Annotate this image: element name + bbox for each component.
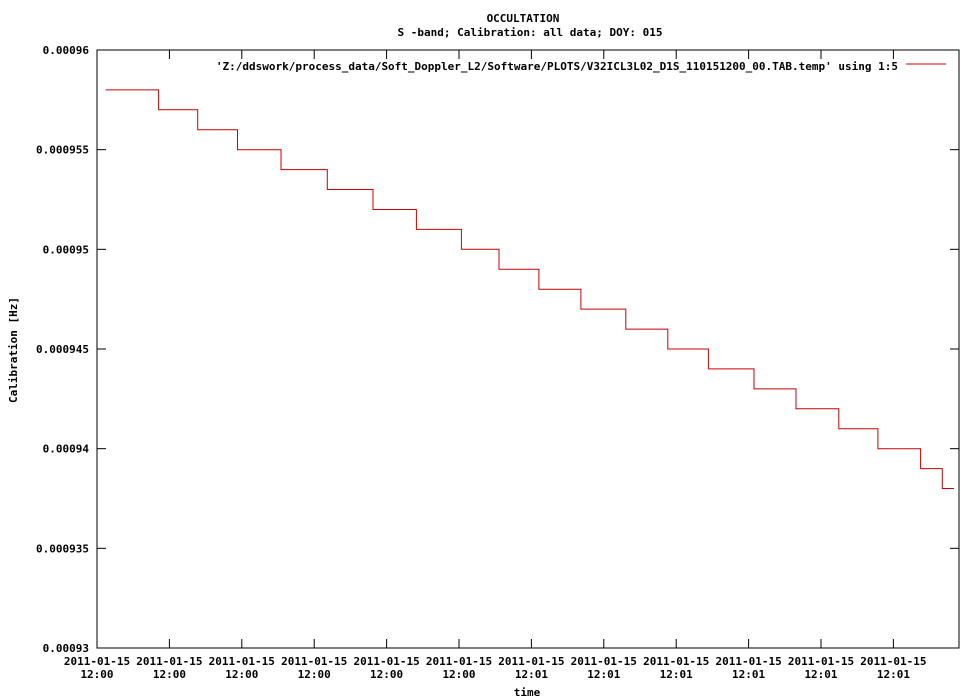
x-tick-date: 2011-01-15 <box>281 655 347 668</box>
x-tick-date: 2011-01-15 <box>209 655 275 668</box>
x-tick-time: 12:00 <box>298 668 331 681</box>
x-tick-date: 2011-01-15 <box>715 655 781 668</box>
x-tick-time: 12:00 <box>225 668 258 681</box>
x-tick-date: 2011-01-15 <box>353 655 419 668</box>
x-tick-time: 12:01 <box>587 668 620 681</box>
y-tick-label: 0.00095 <box>43 243 89 256</box>
x-axis-label: time <box>514 686 541 699</box>
series-line <box>105 89 954 489</box>
x-tick-time: 12:01 <box>732 668 765 681</box>
legend: 'Z:/ddswork/process_data/Soft_Doppler_L2… <box>216 60 946 73</box>
x-tick-date: 2011-01-15 <box>788 655 854 668</box>
x-tick-date: 2011-01-15 <box>136 655 202 668</box>
y-tick-label: 0.00096 <box>43 44 90 57</box>
y-axis-ticks: 0.00093 0.000935 0.00094 0.000945 0.00095 0.0… <box>36 44 959 655</box>
x-tick-time: 12:01 <box>515 668 548 681</box>
x-axis-ticks: 2011-01-1512:002011-01-1512:002011-01-15… <box>64 50 927 681</box>
x-tick-time: 12:01 <box>804 668 837 681</box>
y-tick-label: 0.000945 <box>36 343 89 356</box>
y-tick-label: 0.00093 <box>43 642 89 655</box>
x-tick-time: 12:00 <box>442 668 475 681</box>
y-axis-label: Calibration [Hz] <box>7 297 20 403</box>
x-tick-time: 12:00 <box>153 668 186 681</box>
x-tick-date: 2011-01-15 <box>426 655 492 668</box>
y-tick-label: 0.000935 <box>36 542 89 555</box>
x-tick-date: 2011-01-15 <box>860 655 926 668</box>
x-tick-date: 2011-01-15 <box>498 655 564 668</box>
chart-subtitle: S -band; Calibration: all data; DOY: 015 <box>398 26 663 39</box>
x-tick-date: 2011-01-15 <box>571 655 637 668</box>
x-tick-time: 12:01 <box>877 668 910 681</box>
x-tick-date: 2011-01-15 <box>643 655 709 668</box>
x-tick-time: 12:00 <box>80 668 113 681</box>
legend-label: 'Z:/ddswork/process_data/Soft_Doppler_L2… <box>216 60 898 73</box>
y-tick-label: 0.000955 <box>36 144 89 157</box>
x-tick-time: 12:01 <box>660 668 693 681</box>
x-tick-date: 2011-01-15 <box>64 655 130 668</box>
series-group <box>105 89 954 489</box>
plot-frame <box>96 49 960 649</box>
y-tick-label: 0.00094 <box>43 443 90 456</box>
x-tick-time: 12:00 <box>370 668 403 681</box>
chart-title: OCCULTATION <box>487 12 560 25</box>
